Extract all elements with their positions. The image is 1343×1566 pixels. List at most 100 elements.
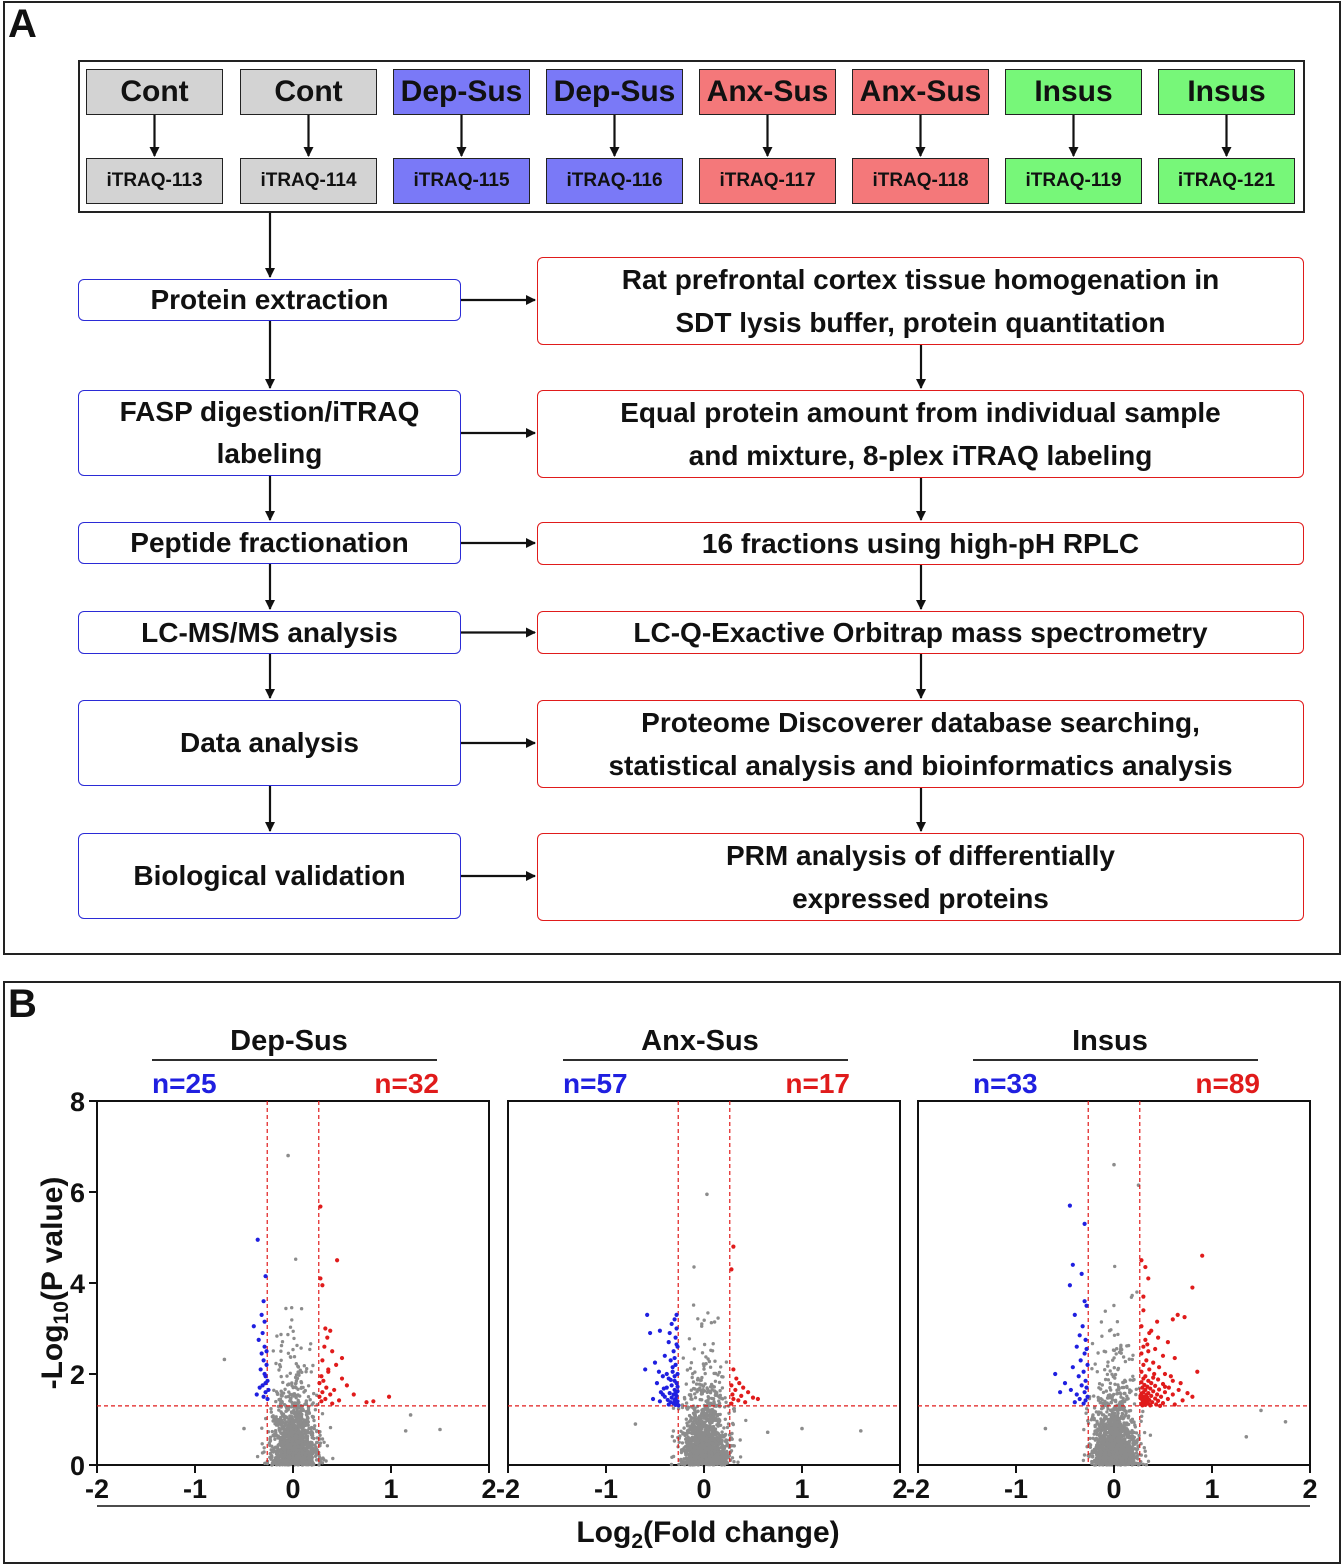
down-regulated-point [1082,1390,1087,1395]
ns-point [709,1321,714,1325]
ns-point [307,1426,311,1431]
ns-point [1102,1422,1106,1426]
ns-point [1118,1420,1122,1424]
ns-point [286,1407,290,1412]
ns-point [296,1365,301,1369]
up-regulated-point [351,1392,356,1397]
x-tick-label: 0 [696,1474,711,1504]
detail-protein-extraction-line-1: Rat prefrontal cortex tissue homogenatio… [621,263,1220,295]
detail-biological-validation-line-1: PRM analysis of differentially [726,839,1115,871]
ns-point [700,1426,704,1431]
itraq-tag-8: iTRAQ-121 [1158,158,1295,204]
down-regulated-point [1077,1396,1082,1402]
down-regulated-point [670,1369,675,1374]
ns-point [697,1451,701,1455]
ns-point [294,1373,299,1377]
ns-point [709,1401,713,1406]
down-regulated-point [674,1342,679,1347]
up-regulated-point [1139,1351,1144,1356]
up-regulated-point [318,1276,323,1281]
ns-point [684,1456,689,1460]
ns-point [712,1385,716,1389]
ns-point [1088,1452,1092,1457]
detail-protein-extraction-line-2: SDT lysis buffer, protein quantitation [675,307,1166,338]
down-regulated-point [667,1391,672,1396]
up-regulated-point [733,1387,738,1393]
ns-point [292,1336,296,1341]
ns-point [1105,1401,1109,1405]
ns-point [708,1446,712,1451]
ns-point [713,1359,717,1363]
ns-point [684,1453,688,1457]
ns-point [1105,1410,1109,1414]
ns-point [277,1427,281,1432]
step-fasp-digestion: FASP digestion/iTRAQ labeling [78,390,461,476]
ns-point [276,1423,280,1427]
up-regulated-point [1155,1392,1160,1397]
ns-point [691,1380,696,1384]
down-regulated-point [667,1330,672,1336]
x-tick-label: 0 [285,1474,300,1504]
ns-point [706,1432,711,1436]
ns-point [1148,1433,1153,1437]
ns-point [271,1349,275,1353]
ns-point [1108,1443,1112,1448]
down-regulated-point [645,1312,650,1317]
ns-point [1134,1431,1139,1435]
ns-point [1133,1462,1137,1466]
up-regulated-point [750,1395,756,1400]
ns-point [303,1430,308,1434]
ns-point [275,1334,279,1338]
up-regulated-point [1165,1396,1170,1402]
down-regulated-point [1070,1262,1075,1267]
ns-point [1096,1398,1101,1402]
ns-point [1110,1372,1114,1377]
ns-point [714,1456,719,1460]
down-regulated-point [1070,1365,1075,1370]
ns-point [700,1324,704,1328]
ns-point [711,1397,716,1401]
ns-point [703,1429,707,1433]
ns-point [696,1409,700,1413]
step-peptide-fractionation-line-1: Peptide fractionation [130,527,409,558]
down-regulated-point [652,1360,658,1365]
ns-point [1112,1419,1117,1423]
ns-point [287,1390,291,1394]
ns-point [694,1425,698,1429]
count-up: n=89 [1195,1068,1260,1099]
ns-point [1113,1455,1117,1459]
up-regulated-point [1170,1378,1175,1383]
ns-point [313,1424,317,1428]
ns-point [260,1442,264,1446]
x-tick-label: 2 [1302,1474,1317,1504]
ns-point [731,1407,736,1411]
up-regulated-point [364,1400,369,1405]
ns-point [281,1380,285,1385]
ns-point [1111,1451,1115,1455]
ns-point [1117,1461,1121,1465]
up-regulated-point [1141,1376,1146,1381]
ns-point [696,1317,700,1321]
ns-point [700,1434,704,1438]
ns-point [292,1392,296,1396]
ns-point [286,1332,290,1337]
ns-point [1098,1431,1103,1436]
ns-point [1092,1406,1097,1410]
ns-point [300,1440,304,1444]
ns-point [715,1423,719,1427]
ns-point [706,1425,710,1429]
ns-point [297,1451,301,1456]
ns-point [1137,1462,1141,1466]
ns-point [297,1414,301,1419]
down-regulated-point [656,1369,662,1374]
ns-point [691,1372,695,1376]
ns-point [1099,1444,1103,1448]
up-regulated-point [336,1398,342,1403]
ns-point [299,1346,303,1350]
up-regulated-point [1160,1353,1166,1358]
ns-point [278,1462,283,1466]
x-tick-label: 1 [383,1474,398,1504]
ns-point [1106,1437,1111,1442]
ns-point [274,1361,278,1366]
ns-point [1098,1449,1102,1454]
